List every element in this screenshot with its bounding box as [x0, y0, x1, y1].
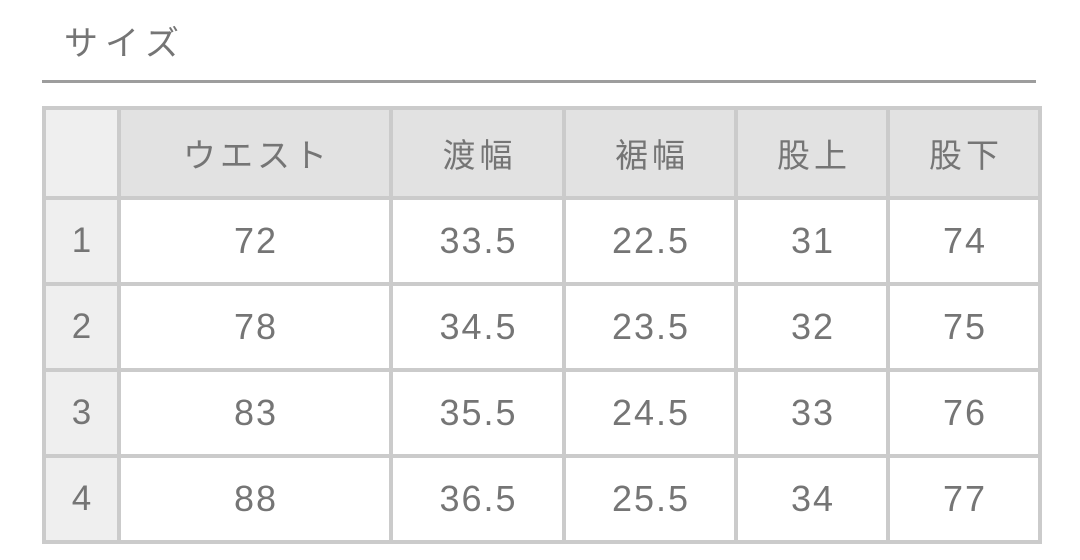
table-cell-waist: 83 [117, 368, 393, 458]
table-cell-waist: 88 [117, 454, 393, 544]
table-cell-inseam: 75 [886, 282, 1042, 372]
table-header-row: ウエスト 渡幅 裾幅 股上 股下 [42, 106, 1042, 200]
table-cell-inseam: 77 [886, 454, 1042, 544]
size-table: ウエスト 渡幅 裾幅 股上 股下 1 72 33.5 22.5 31 74 2 … [42, 106, 1042, 544]
table-cell-inseam: 76 [886, 368, 1042, 458]
table-cell-hem-width: 24.5 [562, 368, 738, 458]
corner-cell [42, 106, 121, 200]
table-cell-hem-width: 22.5 [562, 196, 738, 286]
table-cell-thigh-width: 35.5 [389, 368, 566, 458]
table-cell-thigh-width: 34.5 [389, 282, 566, 372]
table-cell-hem-width: 23.5 [562, 282, 738, 372]
table-row: 3 83 35.5 24.5 33 76 [42, 368, 1042, 458]
table-cell-inseam: 74 [886, 196, 1042, 286]
column-header-waist: ウエスト [117, 106, 393, 200]
table-row: 4 88 36.5 25.5 34 77 [42, 454, 1042, 544]
table-row: 1 72 33.5 22.5 31 74 [42, 196, 1042, 286]
section-title: サイズ [64, 25, 186, 63]
table-cell-waist: 78 [117, 282, 393, 372]
table-cell-rise: 34 [734, 454, 890, 544]
table-cell-rise: 33 [734, 368, 890, 458]
column-header-rise: 股上 [734, 106, 890, 200]
table-cell-thigh-width: 33.5 [389, 196, 566, 286]
table-row: 2 78 34.5 23.5 32 75 [42, 282, 1042, 372]
table-cell-hem-width: 25.5 [562, 454, 738, 544]
table-cell-rise: 32 [734, 282, 890, 372]
table-cell-waist: 72 [117, 196, 393, 286]
row-label: 2 [42, 282, 121, 372]
column-header-thigh-width: 渡幅 [389, 106, 566, 200]
column-header-hem-width: 裾幅 [562, 106, 738, 200]
row-label: 1 [42, 196, 121, 286]
table-cell-thigh-width: 36.5 [389, 454, 566, 544]
row-label: 4 [42, 454, 121, 544]
table-cell-rise: 31 [734, 196, 890, 286]
title-divider [42, 80, 1036, 83]
row-label: 3 [42, 368, 121, 458]
column-header-inseam: 股下 [886, 106, 1042, 200]
